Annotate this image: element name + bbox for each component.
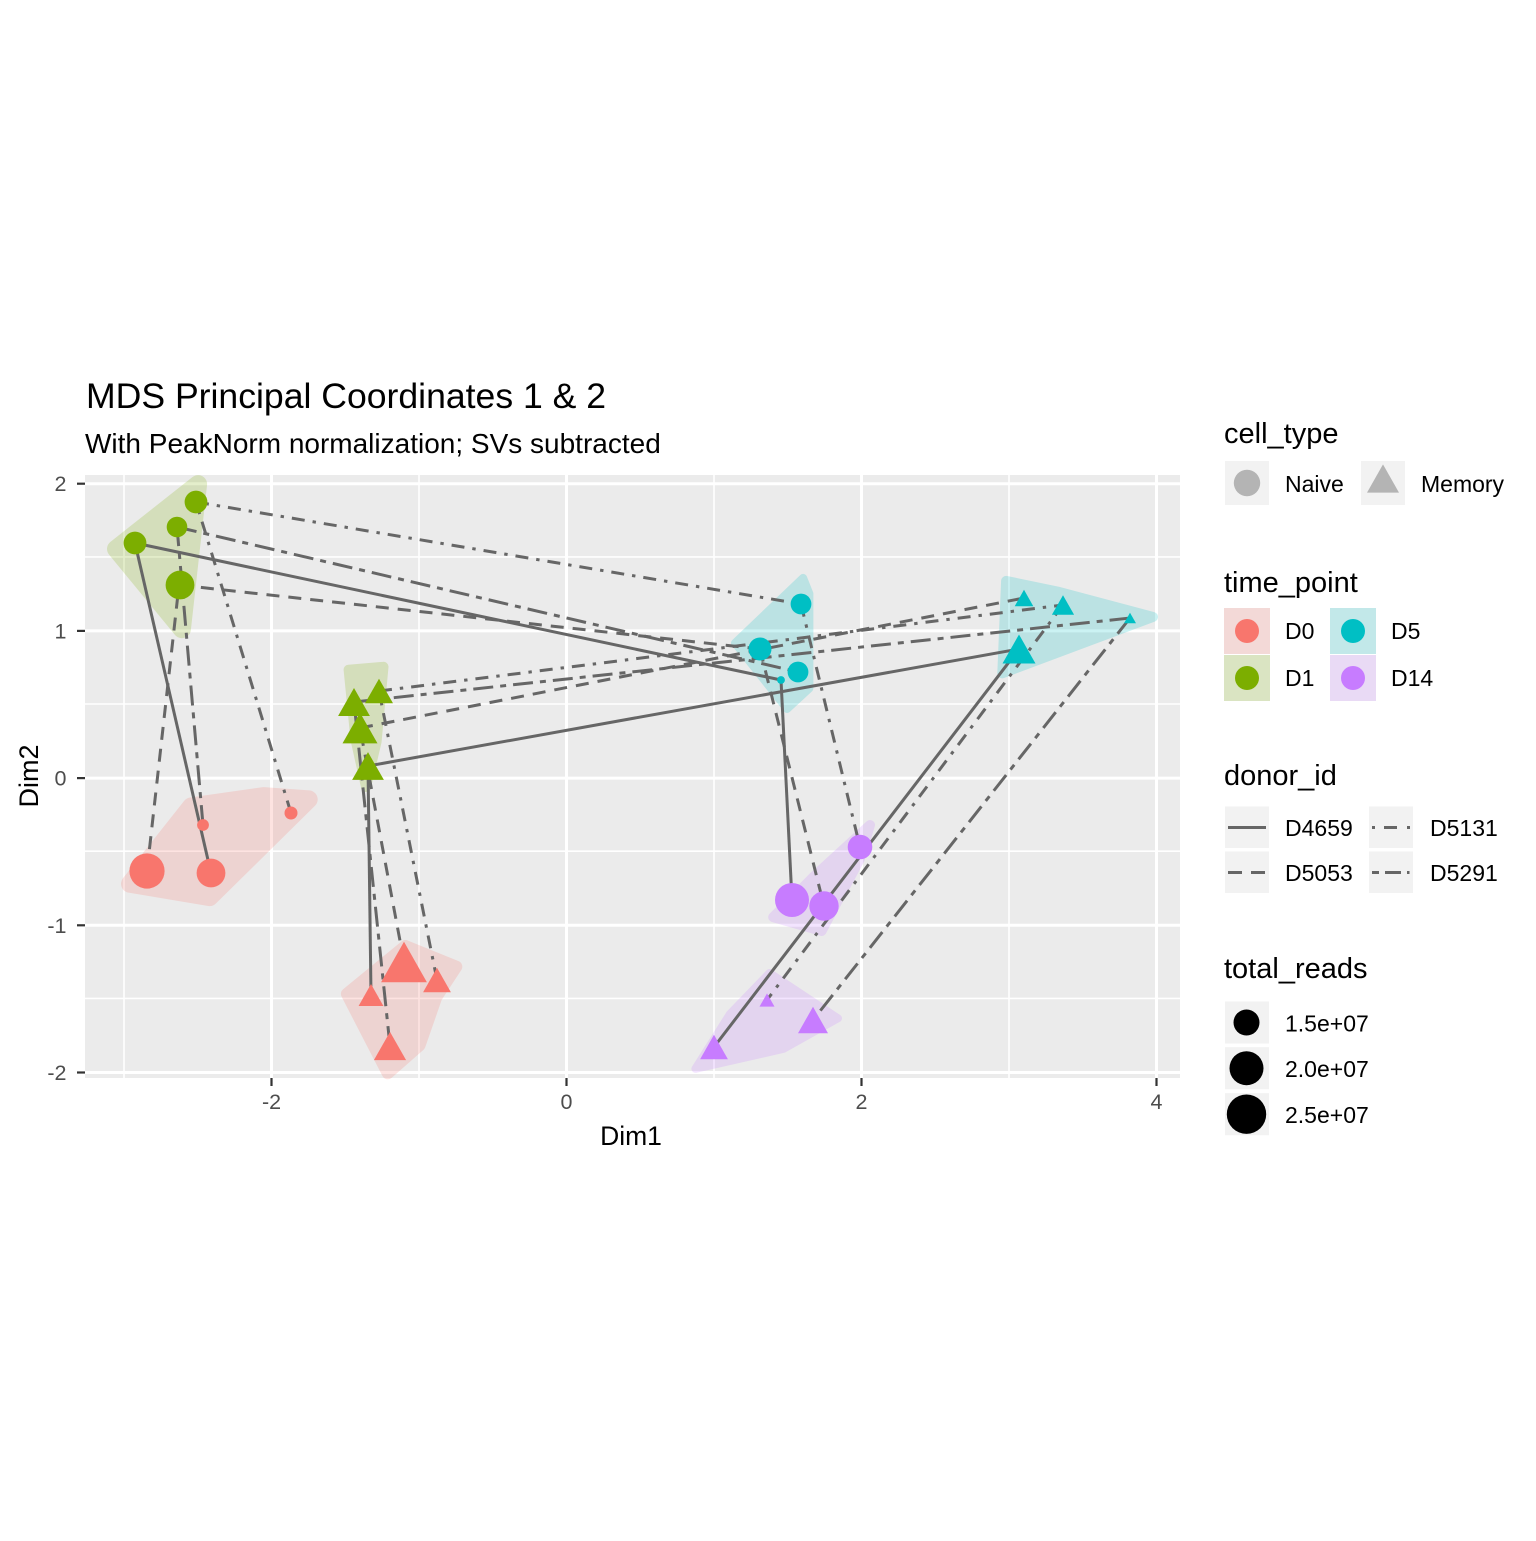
svg-text:-1: -1	[47, 914, 66, 938]
svg-text:2: 2	[55, 472, 67, 496]
svg-text:Dim1: Dim1	[600, 1121, 662, 1151]
svg-text:donor_id: donor_id	[1224, 760, 1337, 792]
svg-text:4: 4	[1151, 1090, 1163, 1114]
svg-text:1.5e+07: 1.5e+07	[1285, 1011, 1369, 1037]
svg-text:D5: D5	[1391, 618, 1420, 644]
svg-text:1: 1	[55, 619, 67, 643]
svg-text:0: 0	[561, 1090, 573, 1114]
svg-text:time_point: time_point	[1224, 567, 1358, 599]
svg-text:MDS Principal Coordinates 1 &: MDS Principal Coordinates 1 & 2	[86, 376, 606, 416]
svg-text:Naive: Naive	[1285, 471, 1344, 497]
svg-text:With PeakNorm normalization; S: With PeakNorm normalization; SVs subtrac…	[85, 428, 661, 459]
svg-text:D14: D14	[1391, 665, 1433, 691]
svg-text:0: 0	[55, 767, 67, 791]
svg-text:Memory: Memory	[1421, 471, 1505, 497]
svg-text:D5291: D5291	[1430, 860, 1498, 886]
svg-text:D1: D1	[1285, 665, 1314, 691]
svg-text:D4659: D4659	[1285, 815, 1353, 841]
svg-text:2.0e+07: 2.0e+07	[1285, 1056, 1369, 1082]
svg-text:-2: -2	[47, 1061, 66, 1085]
svg-text:D0: D0	[1285, 618, 1314, 644]
svg-text:2: 2	[856, 1090, 868, 1114]
svg-text:D5131: D5131	[1430, 815, 1498, 841]
svg-text:total_reads: total_reads	[1224, 953, 1368, 985]
svg-text:cell_type: cell_type	[1224, 418, 1338, 450]
svg-text:2.5e+07: 2.5e+07	[1285, 1102, 1369, 1128]
svg-text:-2: -2	[262, 1090, 281, 1114]
svg-text:Dim2: Dim2	[14, 744, 44, 807]
svg-text:D5053: D5053	[1285, 860, 1353, 886]
